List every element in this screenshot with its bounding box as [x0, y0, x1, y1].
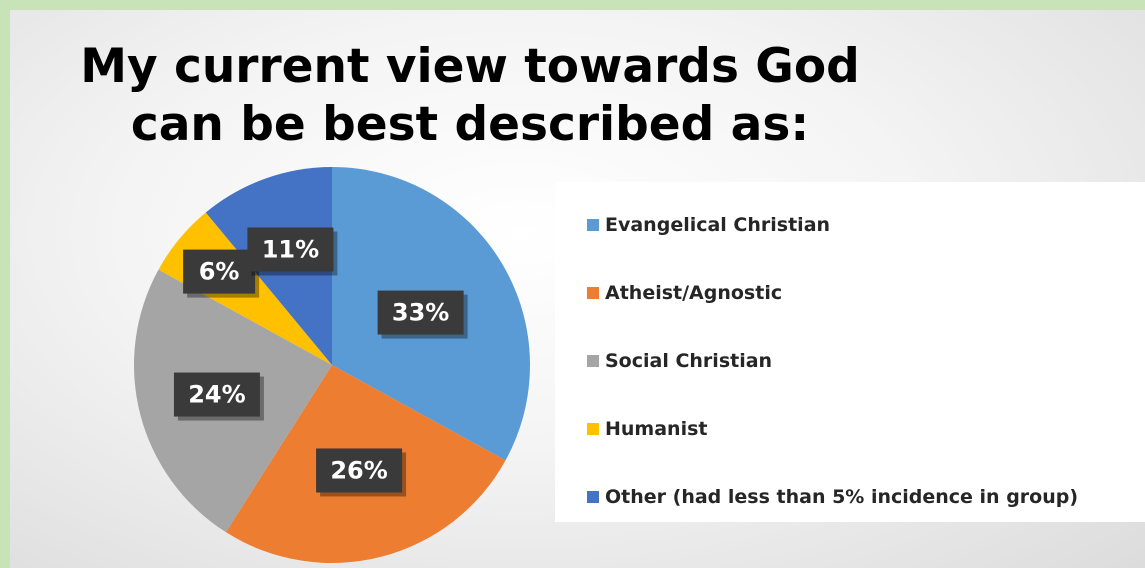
legend-label: Humanist	[605, 418, 708, 440]
legend-item-1: Evangelical Christian	[587, 210, 830, 240]
data-label-3: 24%	[173, 372, 264, 421]
data-label-text: 33%	[392, 299, 449, 327]
data-label-box	[183, 249, 256, 294]
data-label-text: 6%	[199, 258, 240, 286]
legend-item-4: Humanist	[587, 414, 707, 444]
pie-data-labels: 33% 26% 24% 6% 11%	[173, 227, 468, 497]
legend-swatch	[587, 355, 599, 367]
data-label-1: 33%	[377, 290, 468, 339]
legend-label: Evangelical Christian	[605, 214, 831, 236]
chart-title-line-1: My current view towards God	[80, 39, 860, 94]
data-label-text: 26%	[330, 456, 387, 484]
legend: Evangelical Christian Atheist/Agnostic Soc…	[555, 182, 1145, 522]
chart-frame: My current view towards God can be best …	[10, 10, 1145, 568]
pie-slices	[134, 167, 530, 564]
data-label-box	[316, 448, 403, 493]
data-label-4: 6%	[183, 249, 260, 298]
legend-label: Social Christian	[605, 350, 773, 372]
data-label-text: 11%	[262, 235, 319, 263]
chart-title: My current view towards God can be best …	[10, 38, 930, 154]
legend-swatch	[587, 219, 599, 231]
data-label-box	[173, 372, 260, 417]
legend-item-2: Atheist/Agnostic	[587, 278, 782, 308]
data-label-text: 24%	[188, 381, 245, 409]
data-label-5: 11%	[247, 227, 338, 276]
data-label-2: 26%	[316, 448, 407, 497]
legend-label: Other (had less than 5% incidence in gro…	[605, 486, 1079, 508]
chart-title-line-2: can be best described as:	[130, 97, 810, 152]
legend-item-3: Social Christian	[587, 346, 772, 376]
data-label-box	[377, 290, 464, 335]
pie-chart: 33% 26% 24% 6% 11%	[134, 167, 530, 564]
data-label-box	[247, 227, 334, 272]
legend-swatch	[587, 287, 599, 299]
legend-item-5: Other (had less than 5% incidence in gro…	[587, 482, 1078, 512]
legend-swatch	[587, 491, 599, 503]
legend-label: Atheist/Agnostic	[605, 282, 783, 304]
legend-swatch	[587, 423, 599, 435]
